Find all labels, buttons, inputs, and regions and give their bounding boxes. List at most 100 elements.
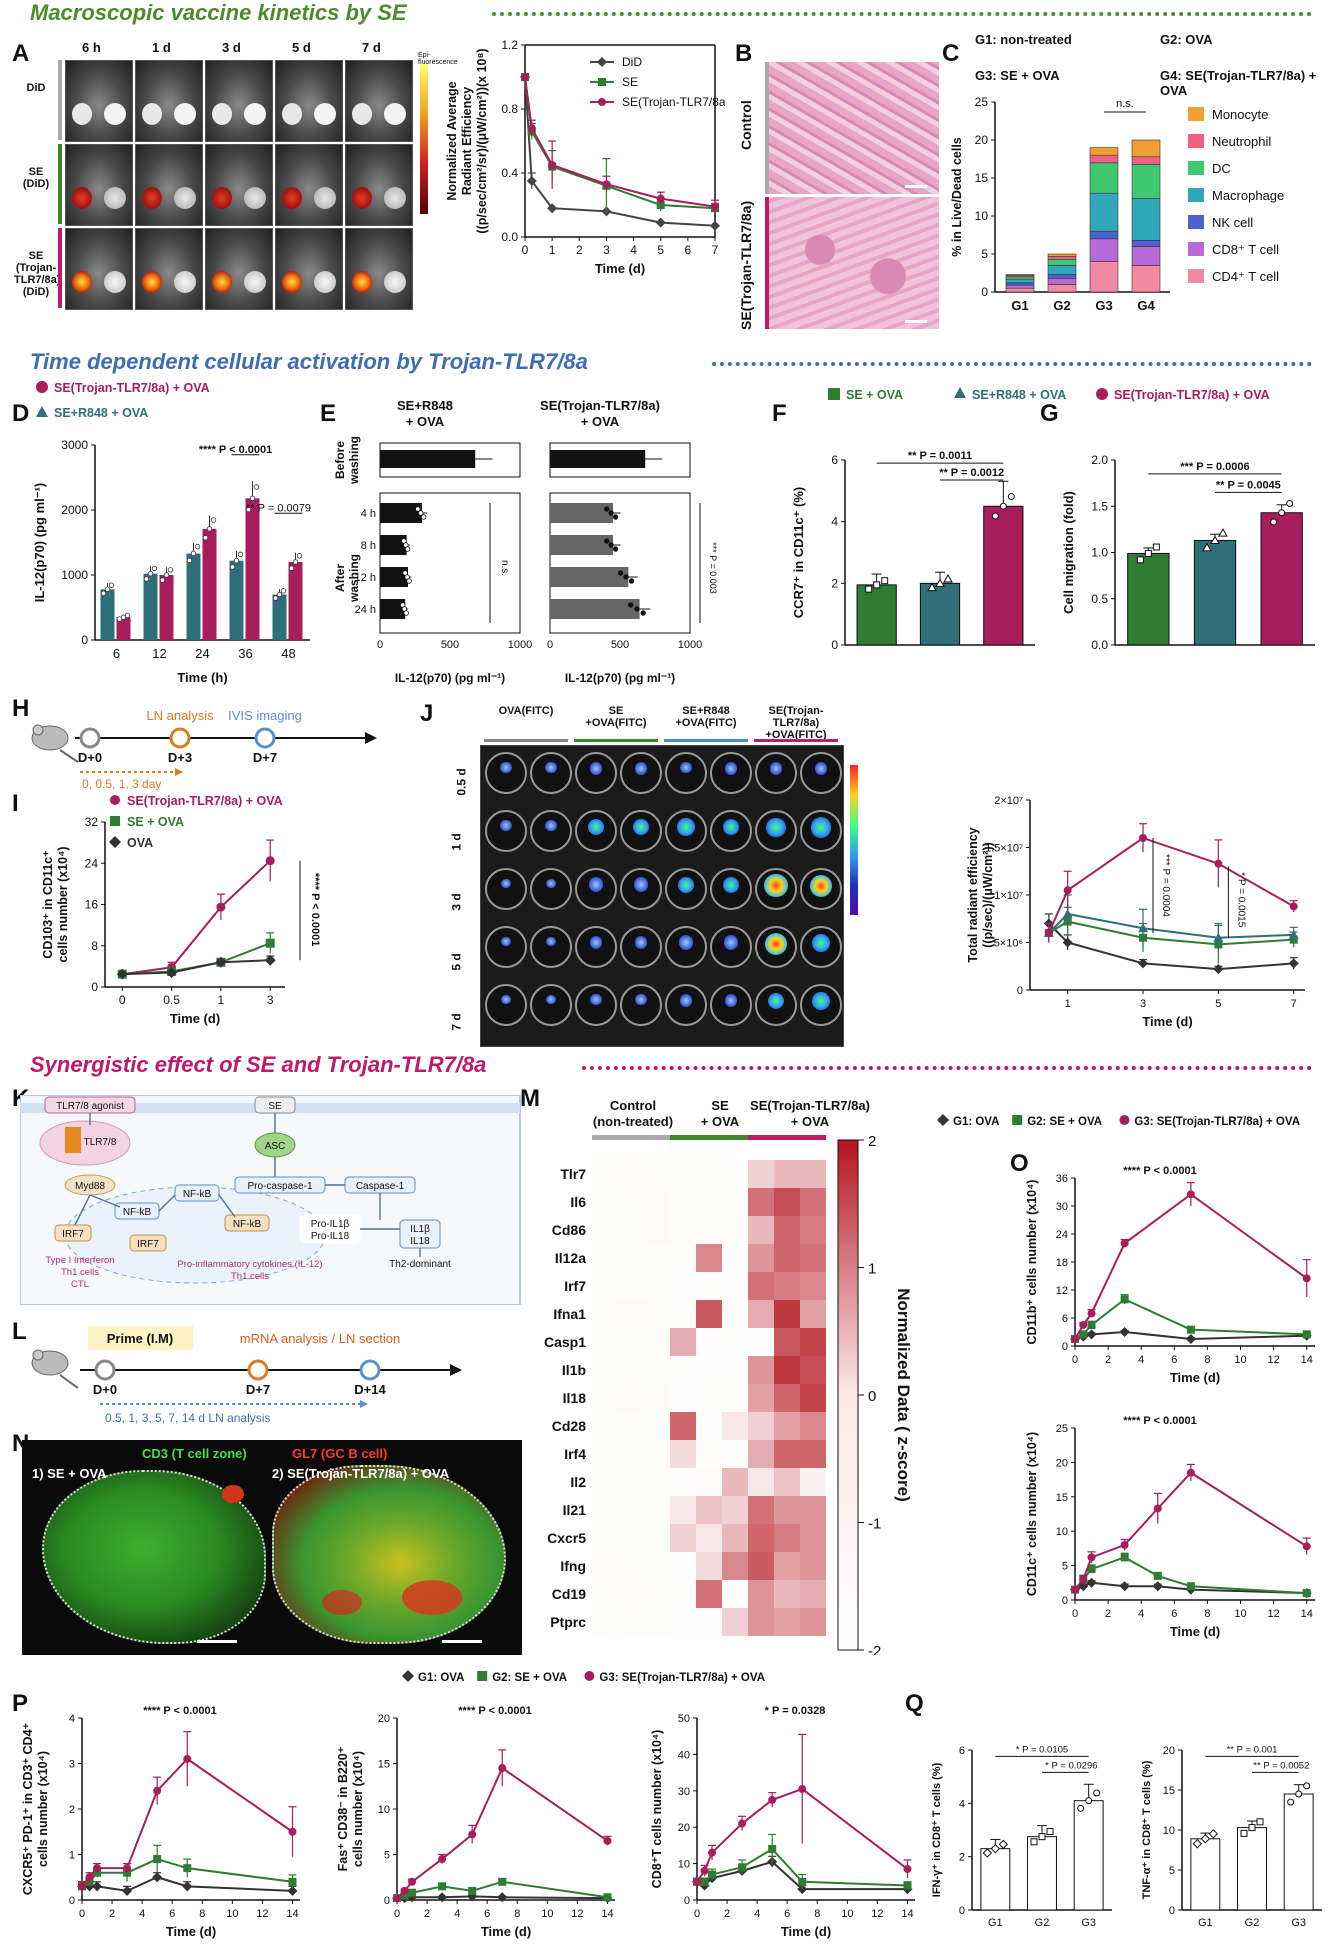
x-tick-label: 0	[1072, 1354, 1078, 1366]
data-point	[1302, 1330, 1311, 1339]
data-point	[100, 590, 107, 597]
heatmap-cell	[774, 1160, 800, 1188]
x-tick-label: 6	[784, 1908, 790, 1920]
ivis-mouse-image	[205, 144, 273, 226]
heatmap-cell	[774, 1300, 800, 1328]
heatmap-cell	[800, 1216, 826, 1244]
panel-o-legend: G1: OVA G2: SE + OVA G3: SE(Trojan-TLR7/8a…	[937, 1114, 1300, 1128]
bar	[116, 617, 131, 640]
heatmap-cell	[670, 1300, 696, 1328]
x-axis-label: Time (d)	[1170, 1370, 1220, 1385]
heatmap-cell	[644, 1300, 670, 1328]
legend-label: G2: SE + OVA	[492, 1672, 567, 1684]
stacked-bar-segment	[1131, 164, 1161, 199]
nfkb-node	[224, 1214, 270, 1232]
heatmap-cell	[748, 1580, 774, 1608]
data-point	[408, 1888, 417, 1897]
y-axis-label: ((p/sec/cm²/sr)/(μW/cm²))(x 10⁸)	[475, 48, 489, 233]
data-point	[1119, 1581, 1130, 1592]
significance-label: *** P = 0.003	[708, 542, 718, 594]
data-point	[627, 602, 634, 608]
well	[755, 868, 797, 910]
row-label: 4 h	[361, 508, 376, 520]
heatmap-cell	[592, 1496, 618, 1524]
data-point	[1120, 1540, 1129, 1549]
x-axis-label: Time (h)	[177, 670, 227, 685]
heatmap-cell	[748, 1244, 774, 1272]
panel-label-C: C	[942, 40, 960, 67]
outcome-label: Th1 cells	[231, 1271, 269, 1282]
data-point	[400, 1891, 409, 1900]
data-point	[85, 1873, 94, 1882]
data-point	[85, 1877, 94, 1886]
scale-bar	[905, 320, 927, 323]
group-legend-g3: G3: SE + OVA	[975, 68, 1060, 83]
well	[575, 752, 617, 794]
colorbar-tick-label: -2	[868, 1643, 881, 1655]
data-point	[1288, 929, 1299, 939]
well	[485, 810, 527, 852]
pathway-arrow	[158, 1194, 176, 1212]
heatmap-cell	[696, 1496, 722, 1524]
data-point	[116, 968, 128, 980]
well	[485, 752, 527, 794]
bar	[186, 553, 201, 640]
data-point	[186, 557, 193, 564]
bar	[202, 528, 217, 640]
heatmap-cell	[644, 1496, 670, 1524]
x-axis-label: IL-12(p70) (pg ml⁻¹)	[395, 671, 505, 685]
fluorescence-signal	[501, 936, 511, 947]
x-tick-label: 3	[1140, 998, 1146, 1010]
data-point	[288, 1877, 297, 1886]
il1b-node-label: IL18	[410, 1236, 430, 1247]
heatmap-cell	[722, 1244, 748, 1272]
y-tick-label: 5	[981, 247, 988, 261]
legend-label: CD4⁺ T cell	[1212, 269, 1279, 284]
heatmap-cell	[774, 1188, 800, 1216]
panel-j-chart: 0 5×10⁶ 1×10⁷ 1.5×10⁷ 2×10⁷ 1 3 5 7 Time (d) Total…	[966, 795, 1305, 1029]
group-color-bar	[58, 60, 62, 140]
fluorescence-signal	[72, 271, 92, 293]
panel-label-A: A	[12, 40, 30, 67]
x-tick-label: 12	[571, 1908, 583, 1920]
well	[575, 984, 617, 1026]
panel-label-E: E	[320, 400, 337, 427]
heatmap-cell	[644, 1412, 670, 1440]
x-tick-label: 2	[1105, 1354, 1111, 1366]
irf7-node	[54, 1224, 92, 1242]
section-title-kinetics: Macroscopic vaccine kinetics by SE	[30, 0, 407, 25]
banner-divider	[492, 12, 1312, 16]
x-tick-label: 4	[1138, 1354, 1144, 1366]
legend-swatch	[1188, 161, 1204, 175]
fluorescence-signal	[212, 187, 232, 209]
heatmap-cell	[696, 1412, 722, 1440]
data-point	[1208, 1829, 1219, 1839]
heatmap-cell	[644, 1580, 670, 1608]
timepoint-label: LN analysis	[146, 708, 214, 723]
gene-label: Irf4	[564, 1446, 586, 1462]
heatmap-cell	[774, 1524, 800, 1552]
significance-label: * P = 0.0296	[1045, 1760, 1097, 1771]
group-color-bar	[484, 739, 568, 742]
x-axis-label: Time (d)	[1170, 1624, 1220, 1639]
row-label: SE (DiD)	[22, 166, 50, 190]
data-point	[990, 1843, 1001, 1854]
data-point	[1120, 1239, 1129, 1248]
group-color-bar	[748, 1135, 826, 1140]
legend-label: NK cell	[1212, 215, 1253, 230]
x-tick-label: 0	[547, 639, 553, 651]
ivis-mouse-image	[65, 144, 133, 226]
y-axis-label: % in Live/Dead cells	[950, 137, 964, 257]
data-point	[903, 1881, 912, 1890]
x-tick-label: 8	[1204, 1354, 1210, 1366]
ivis-mouse-image	[65, 60, 133, 142]
row-label: 3 d	[449, 893, 464, 911]
y-tick-label: 0	[831, 638, 838, 652]
column-title: + OVA	[581, 414, 620, 429]
fluorescence-signal	[72, 187, 92, 209]
data-point	[438, 1882, 447, 1891]
fluorescence-signal	[384, 187, 406, 209]
fluorescence-signal	[633, 818, 649, 835]
data-point	[265, 856, 275, 866]
heatmap-cell	[800, 1300, 826, 1328]
